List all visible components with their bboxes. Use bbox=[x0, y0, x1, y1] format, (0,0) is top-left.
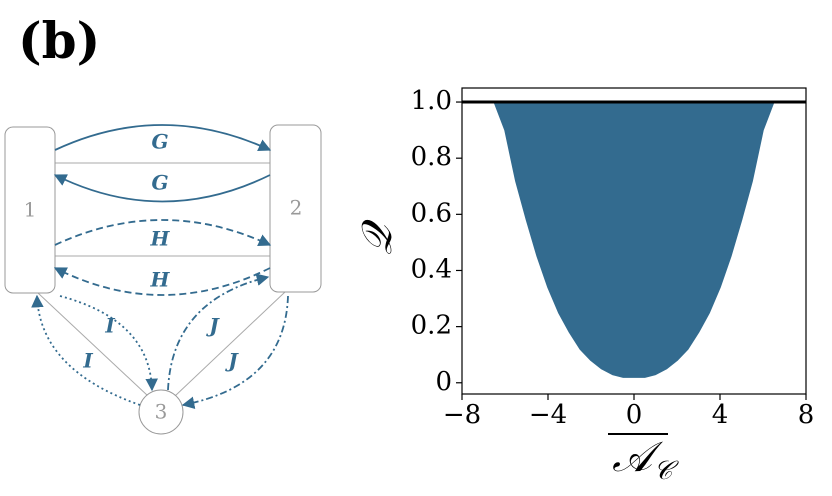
edge-label: G bbox=[151, 130, 168, 154]
y-tick-label: 0.4 bbox=[411, 254, 452, 284]
node-label: 2 bbox=[290, 196, 303, 220]
link bbox=[37, 292, 149, 397]
y-tick-label: 0.6 bbox=[411, 198, 452, 228]
edge-label: G bbox=[151, 171, 168, 195]
node-circle bbox=[138, 389, 184, 435]
arrow bbox=[181, 295, 289, 409]
x-tick-label: 8 bbox=[798, 400, 815, 430]
arrow bbox=[59, 295, 158, 392]
point-cloud bbox=[493, 101, 775, 378]
panel-label: (b) bbox=[18, 11, 100, 70]
diagram: 1 2 3 G G H H I I J J bbox=[4, 124, 322, 435]
node-label: 1 bbox=[24, 198, 37, 222]
y-tick-label: 0.8 bbox=[411, 142, 452, 172]
edge-label: I bbox=[82, 349, 93, 373]
arrow bbox=[167, 273, 270, 391]
edge-label: J bbox=[205, 314, 220, 338]
edge-label: H bbox=[150, 227, 171, 251]
y-tick-label: 1.0 bbox=[411, 86, 452, 116]
y-label: 𝒬 bbox=[352, 219, 401, 255]
x-tick-label: −8 bbox=[443, 400, 481, 430]
y-tick-label: 0.2 bbox=[411, 311, 452, 341]
x-tick-label: −4 bbox=[529, 400, 567, 430]
y-tick-label: 0 bbox=[435, 367, 452, 397]
arrow bbox=[53, 174, 271, 203]
node-box bbox=[4, 126, 56, 294]
arrow bbox=[53, 267, 271, 296]
x-tick-label: 0 bbox=[626, 400, 643, 430]
edge-label: I bbox=[104, 314, 115, 338]
arrow bbox=[54, 219, 272, 246]
edge-label: J bbox=[224, 349, 239, 373]
node-label: 3 bbox=[155, 400, 168, 424]
edge-label: H bbox=[150, 268, 171, 292]
arrow bbox=[54, 124, 272, 151]
link bbox=[174, 291, 286, 397]
node-box bbox=[269, 124, 322, 293]
scatter-plot: 00.20.40.60.81.0−8 −4 0 4 8𝒜 𝒞𝒬 bbox=[352, 86, 814, 486]
x-label-subscript: 𝒞 bbox=[654, 456, 680, 486]
x-tick-label: 4 bbox=[712, 400, 729, 430]
